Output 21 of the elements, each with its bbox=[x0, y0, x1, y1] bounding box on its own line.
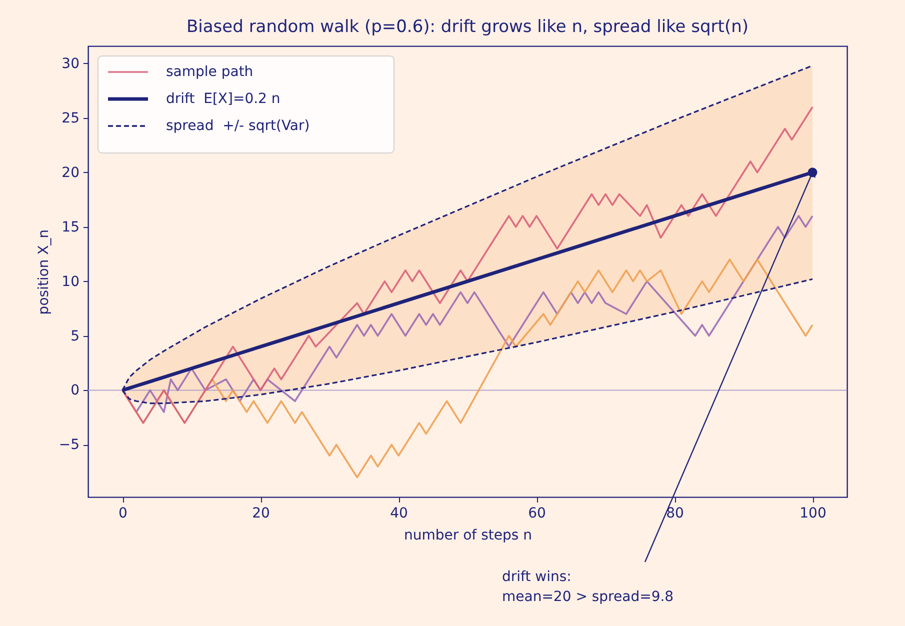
y-tick-label: −5 bbox=[58, 437, 80, 454]
x-tick-label: 60 bbox=[528, 506, 546, 522]
y-tick-label: 20 bbox=[62, 164, 80, 181]
legend-label: drift E[X]=0.2 n bbox=[166, 91, 280, 107]
y-tick-label: 15 bbox=[62, 219, 80, 236]
x-tick-label: 40 bbox=[390, 506, 408, 522]
y-tick-label: 10 bbox=[62, 274, 80, 290]
y-tick-label: 5 bbox=[70, 328, 80, 344]
legend-label: sample path bbox=[166, 64, 254, 80]
x-tick-label: 80 bbox=[666, 506, 684, 522]
x-tick-label: 20 bbox=[252, 506, 270, 522]
y-tick-label: 30 bbox=[62, 56, 80, 72]
x-tick-label: 100 bbox=[800, 506, 826, 522]
y-tick-label: 0 bbox=[70, 382, 80, 399]
legend-label: spread +/- sqrt(Var) bbox=[166, 118, 310, 134]
x-axis-title: number of steps n bbox=[404, 528, 532, 544]
annotation: drift wins: mean=20 > spread=9.8 bbox=[502, 569, 674, 605]
chart-title: Biased random walk (p=0.6): drift grows like n, spread like sqrt(n) bbox=[186, 17, 748, 37]
y-tick-label: 25 bbox=[62, 110, 80, 126]
y-axis-title: position X_n bbox=[36, 229, 52, 315]
x-tick-label: 0 bbox=[118, 506, 128, 522]
